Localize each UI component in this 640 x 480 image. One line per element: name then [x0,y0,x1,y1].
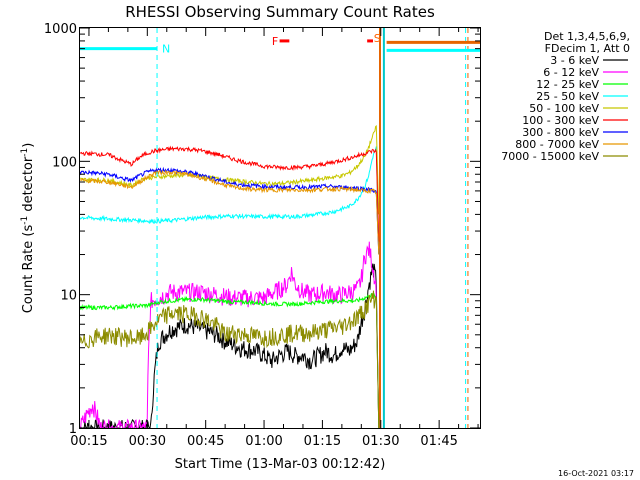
series-layer [79,125,380,430]
y-label-part-main: Count Rate (s [21,225,36,314]
legend-label-12-25-kev: 12 - 25 keV [536,78,599,91]
series-7000-15000-kev [79,290,380,429]
chart-title: RHESSI Observing Summary Count Rates [125,3,435,21]
x-tick-label-01-30: 01:30 [362,434,399,449]
y-tick-label-100: 100 [52,155,77,170]
x-tick-label-00-15: 00:15 [70,434,107,449]
plot-frame [79,27,481,429]
x-tick-label-00-30: 00:30 [129,434,166,449]
series-3-6-kev [79,263,380,430]
legend-label-100-300-kev: 100 - 300 keV [522,114,599,127]
y-label-part-end: ) [21,143,36,148]
state-f-label: F [272,35,278,48]
legend-header-line-1: Det 1,3,4,5,6,9, [544,30,630,43]
y-tick-label-10: 10 [60,289,77,304]
series-800-7000-kev [79,169,380,255]
state-s-label: S [374,32,381,45]
x-tick-label-01-45: 01:45 [420,434,457,449]
plot-area: NF S [79,27,481,430]
series-25-50-kev [79,146,380,255]
legend-header-line-2: FDecim 1, Att 0 [545,42,630,55]
y-label-sup-1: -1 [20,216,30,225]
series-300-800-kev [79,166,380,255]
legend-label-800-7000-kev: 800 - 7000 keV [515,138,599,151]
y-axis-label: Count Rate (s-1 detector-1) [20,143,36,314]
legend-label-50-100-kev: 50 - 100 keV [529,102,599,115]
x-tick-label-01-15: 01:15 [304,434,341,449]
series-50-100-kev [80,125,380,215]
legend-label-300-800-kev: 300 - 800 keV [522,126,599,139]
y-tick-label-1000: 1000 [44,22,77,37]
x-tick-label-01-00: 01:00 [245,434,282,449]
legend-label-7000-15000-kev: 7000 - 15000 keV [501,150,599,163]
y-label-part-mid: detector [21,156,36,216]
legend: Det 1,3,4,5,6,9, FDecim 1, Att 0 3 - 6 k… [501,30,630,163]
series-12-25-kev [79,292,380,429]
state-layer: NF S [80,28,480,428]
y-label-sup-2: -1 [20,148,30,157]
legend-label-3-6-kev: 3 - 6 keV [550,54,599,67]
legend-label-6-12-kev: 6 - 12 keV [543,66,599,79]
timestamp: 16-Oct-2021 03:17 [558,469,634,478]
marker-layer [379,28,469,428]
y-tick-label-1: 1 [69,422,77,437]
legend-label-25-50-kev: 25 - 50 keV [536,90,599,103]
x-tick-label-00-45: 00:45 [187,434,224,449]
x-axis-label: Start Time (13-Mar-03 00:12:42) [175,457,386,472]
x-axis: 00:15 00:30 00:45 01:00 01:15 01:30 01:45 [70,28,479,449]
series-100-300-kev [79,145,380,242]
y-axis: 1 10 100 1000 [44,22,480,437]
state-n-label: N [162,43,170,56]
